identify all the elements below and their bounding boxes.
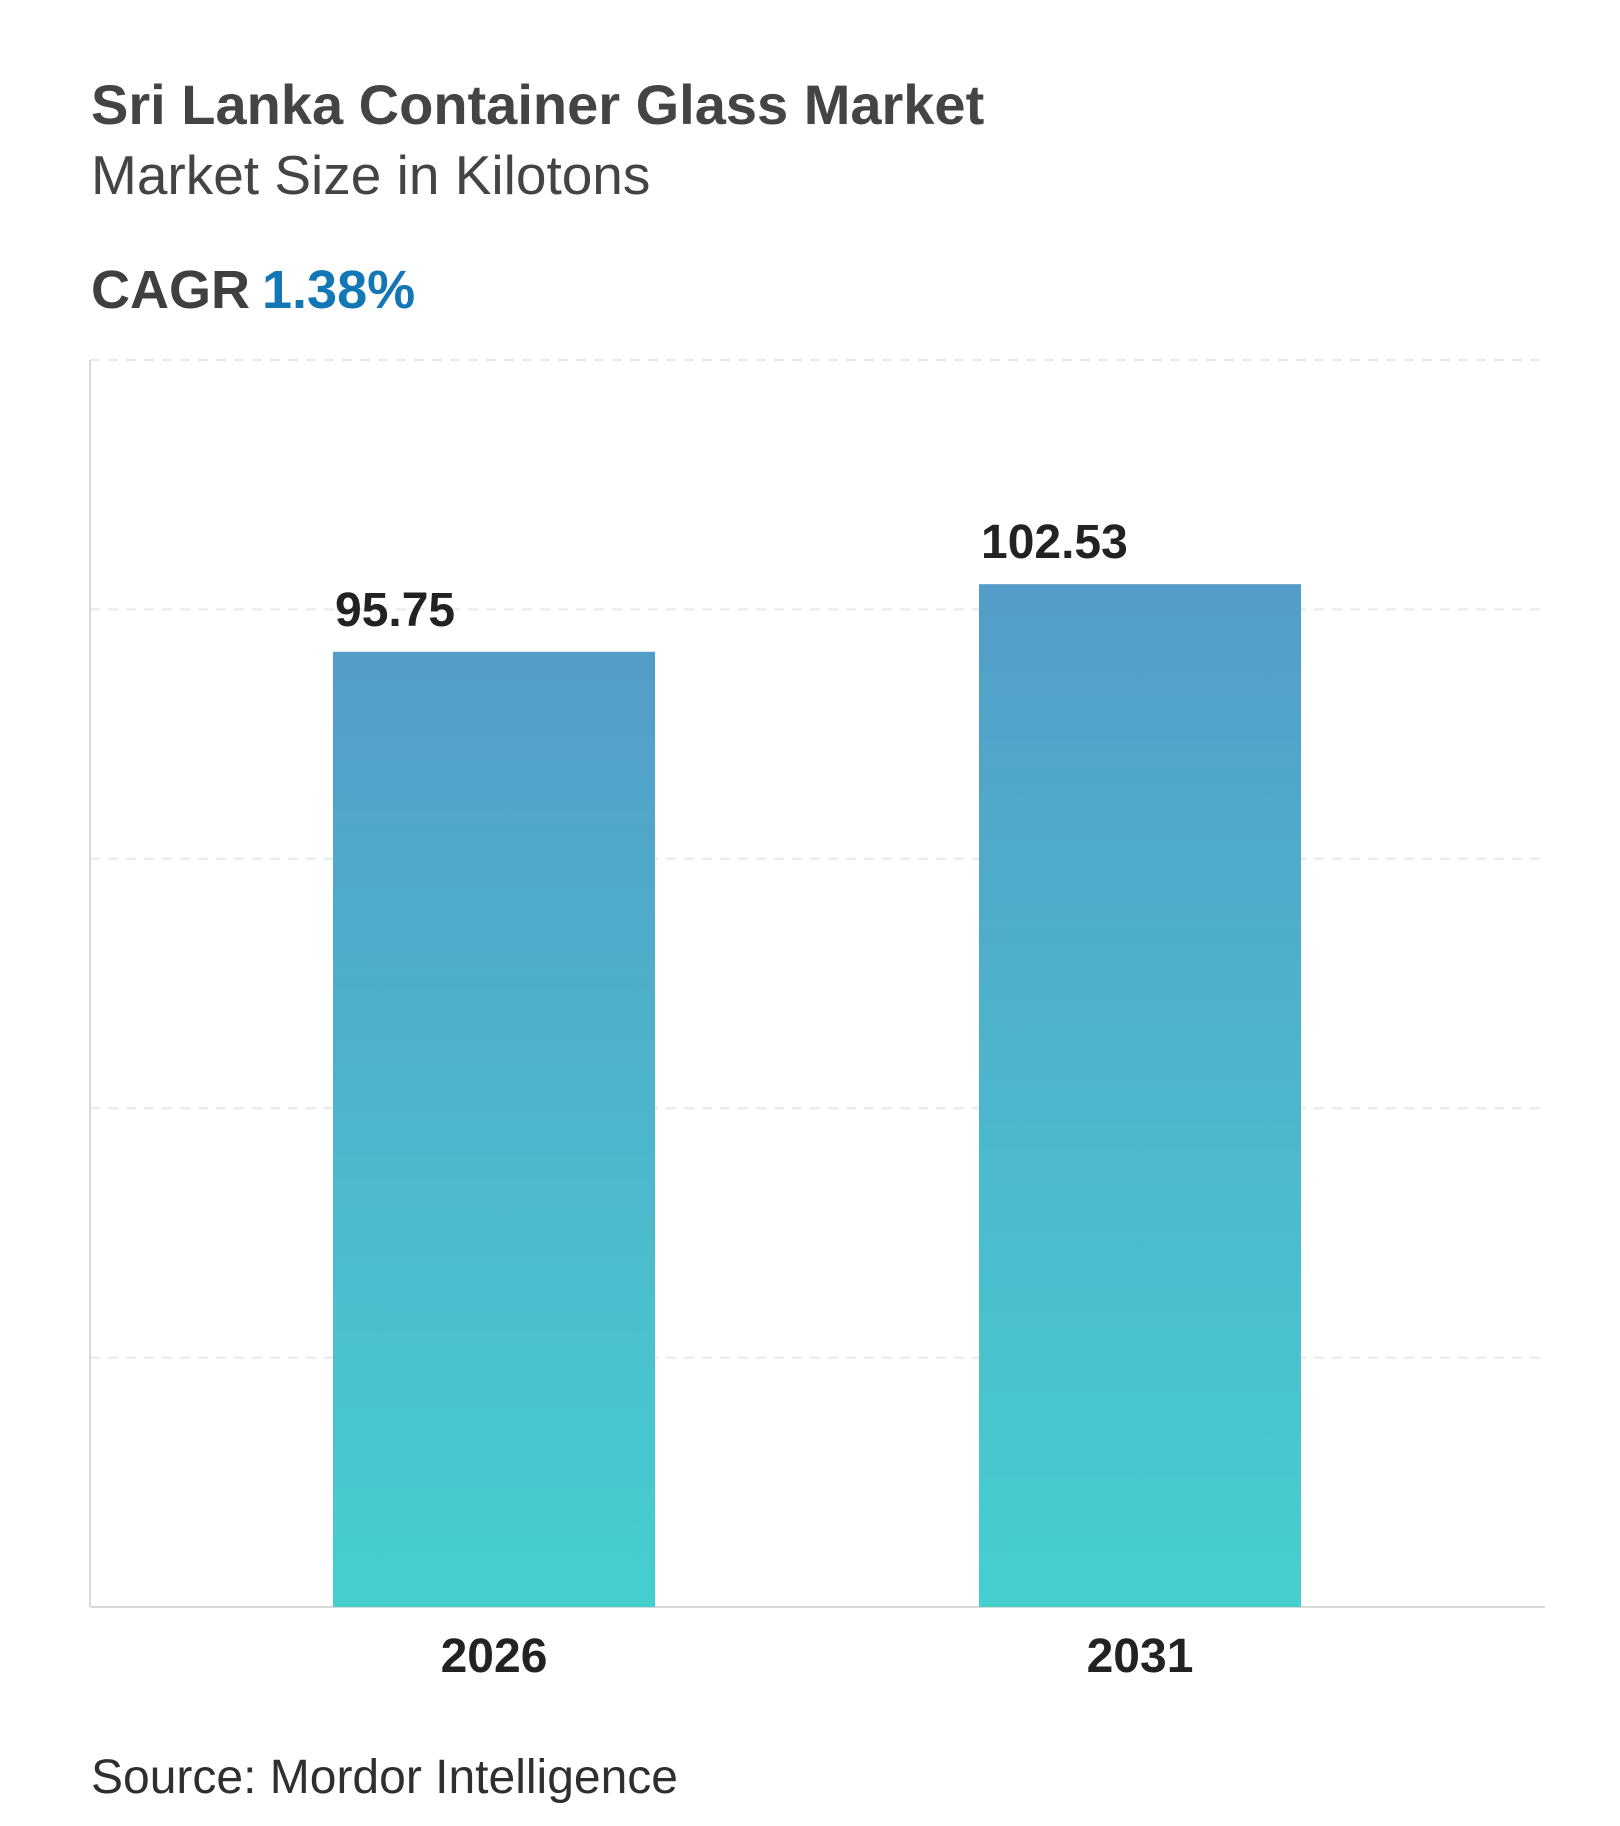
cagr-label: CAGR (91, 260, 250, 320)
bar-2031 (979, 584, 1301, 1607)
chart-subtitle: Market Size in Kilotons (91, 144, 651, 206)
source-note: Source: Mordor Intelligence (91, 1751, 678, 1804)
chart-header: Sri Lanka Container Glass Market Market … (91, 70, 984, 210)
data-labels: 95.75 102.53 (335, 516, 1128, 637)
cagr-value: 1.38% (262, 260, 416, 320)
bar-2026 (333, 651, 655, 1607)
x-tick-labels: 2026 2031 (441, 1630, 1194, 1683)
gridlines (89, 359, 1545, 1608)
data-label-2026: 95.75 (335, 584, 455, 637)
cagr-line: CAGR 1.38% (91, 255, 415, 325)
chart-title: Sri Lanka Container Glass Market (91, 73, 985, 136)
bar-chart: 95.75 102.53 2026 2031 (89, 359, 1545, 1683)
x-tick-label-2031: 2031 (1087, 1630, 1194, 1683)
bars (333, 584, 1301, 1607)
data-label-2031: 102.53 (981, 516, 1128, 569)
x-tick-label-2026: 2026 (441, 1630, 548, 1683)
